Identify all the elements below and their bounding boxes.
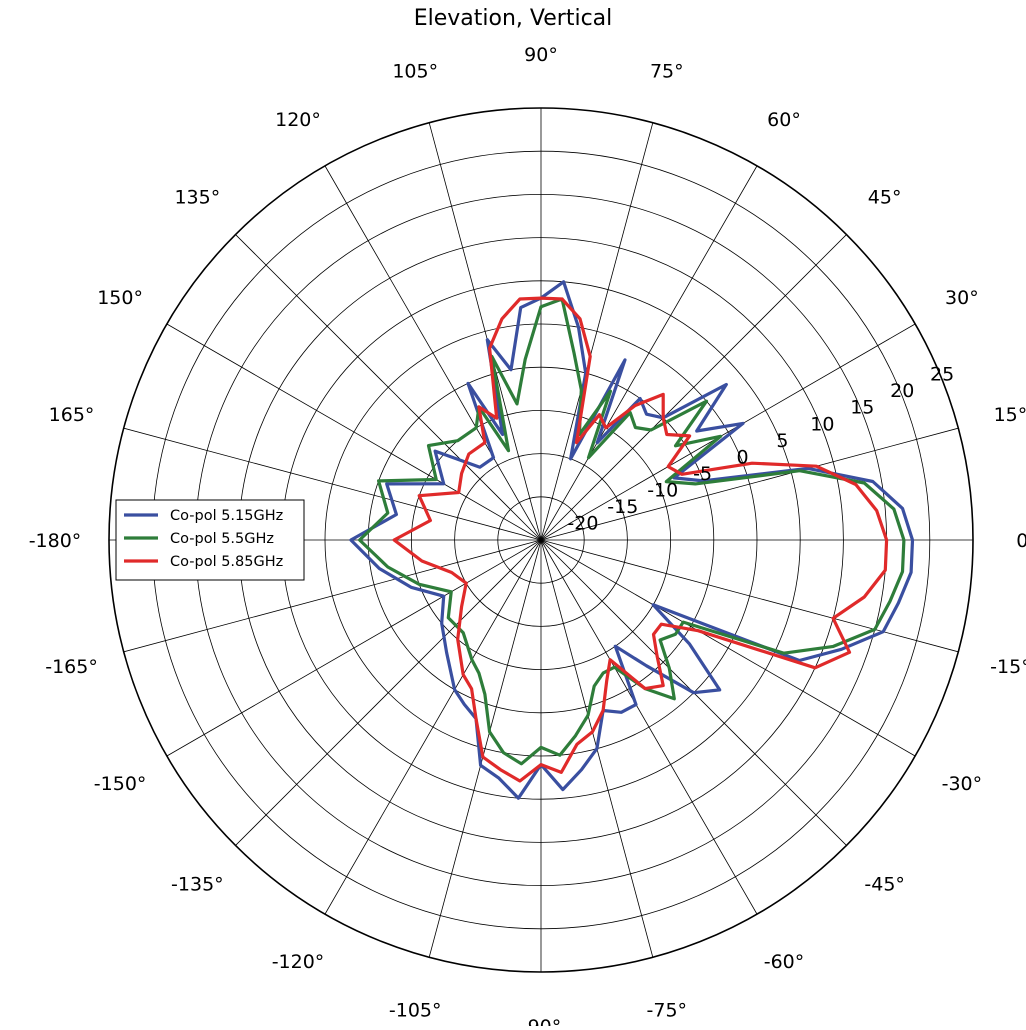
radial-tick-label: 20	[890, 380, 914, 402]
series-line-1	[349, 280, 915, 800]
angle-tick-label: 60°	[767, 109, 801, 131]
grid-spoke	[235, 539, 542, 846]
angle-tick-label: 75°	[650, 61, 684, 83]
grid-spoke	[235, 234, 542, 541]
angle-tick-label: 90°	[524, 44, 558, 66]
angle-tick-label: -135°	[171, 874, 224, 896]
angle-tick-label: -90°	[521, 1016, 562, 1026]
radial-tick-labels: -20 -15 -10 -5 0 5 10 15 20 25	[567, 364, 954, 535]
angle-tick-label: -150°	[94, 773, 147, 795]
legend: Co-pol 5.15GHz Co-pol 5.5GHz Co-pol 5.85GH…	[115, 499, 305, 581]
radial-tick-label: 15	[850, 397, 874, 419]
angle-tick-label: 150°	[97, 287, 143, 309]
radial-tick-label: -10	[647, 479, 678, 501]
angle-tick-label: -105°	[389, 999, 442, 1021]
angle-tick-label: 120°	[275, 109, 321, 131]
chart-title: Elevation, Vertical	[413, 6, 613, 31]
angle-tick-label: 0°	[1016, 530, 1026, 552]
angle-tick-label: 30°	[945, 287, 979, 309]
grid-spoke	[540, 539, 916, 757]
series-layer	[349, 280, 915, 800]
angle-tick-label: 135°	[174, 186, 220, 208]
angle-tick-label: 15°	[994, 404, 1026, 426]
angle-tick-label: -75°	[647, 999, 688, 1021]
radial-tick-label: -5	[693, 463, 712, 485]
legend-box	[115, 499, 305, 581]
angle-tick-label: -165°	[45, 656, 98, 678]
grid-spoke	[324, 539, 542, 915]
grid-spoke	[540, 427, 959, 541]
grid-spoke	[540, 539, 758, 915]
angle-tick-label: -180°	[29, 530, 82, 552]
angle-tick-label: 45°	[868, 186, 902, 208]
angle-tick-label: -60°	[764, 951, 805, 973]
grid-spoke	[123, 427, 542, 541]
grid-spoke	[540, 323, 916, 541]
grid-spoke	[540, 234, 847, 541]
legend-label: Co-pol 5.85GHz	[170, 554, 283, 570]
grid-spoke	[123, 539, 542, 653]
series-line-2	[358, 297, 906, 766]
legend-label: Co-pol 5.5GHz	[170, 531, 274, 547]
angle-tick-label: 165°	[49, 404, 95, 426]
radial-tick-label: 5	[776, 430, 788, 452]
angle-tick-label: -30°	[942, 773, 983, 795]
legend-label: Co-pol 5.15GHz	[170, 508, 283, 524]
radial-tick-label: 0	[737, 446, 749, 468]
grid-spoke	[540, 122, 654, 541]
angle-tick-label: -45°	[864, 874, 905, 896]
radial-tick-label: 25	[930, 364, 954, 386]
grid-spoke	[540, 539, 959, 653]
grid-spoke	[428, 122, 542, 541]
angle-tick-label: -120°	[272, 951, 325, 973]
polar-grid	[108, 107, 974, 973]
grid-spoke	[166, 539, 542, 757]
grid-spoke	[324, 165, 542, 541]
series-line-3	[392, 296, 889, 783]
grid-spoke	[166, 323, 542, 541]
radial-tick-label: -15	[607, 496, 638, 518]
radial-tick-label: -20	[567, 512, 598, 534]
angle-tick-label: 105°	[392, 61, 438, 83]
grid-spoke	[540, 165, 758, 541]
grid-spoke	[428, 539, 542, 958]
radial-tick-label: 10	[810, 413, 834, 435]
angle-tick-label: -15°	[990, 656, 1026, 678]
